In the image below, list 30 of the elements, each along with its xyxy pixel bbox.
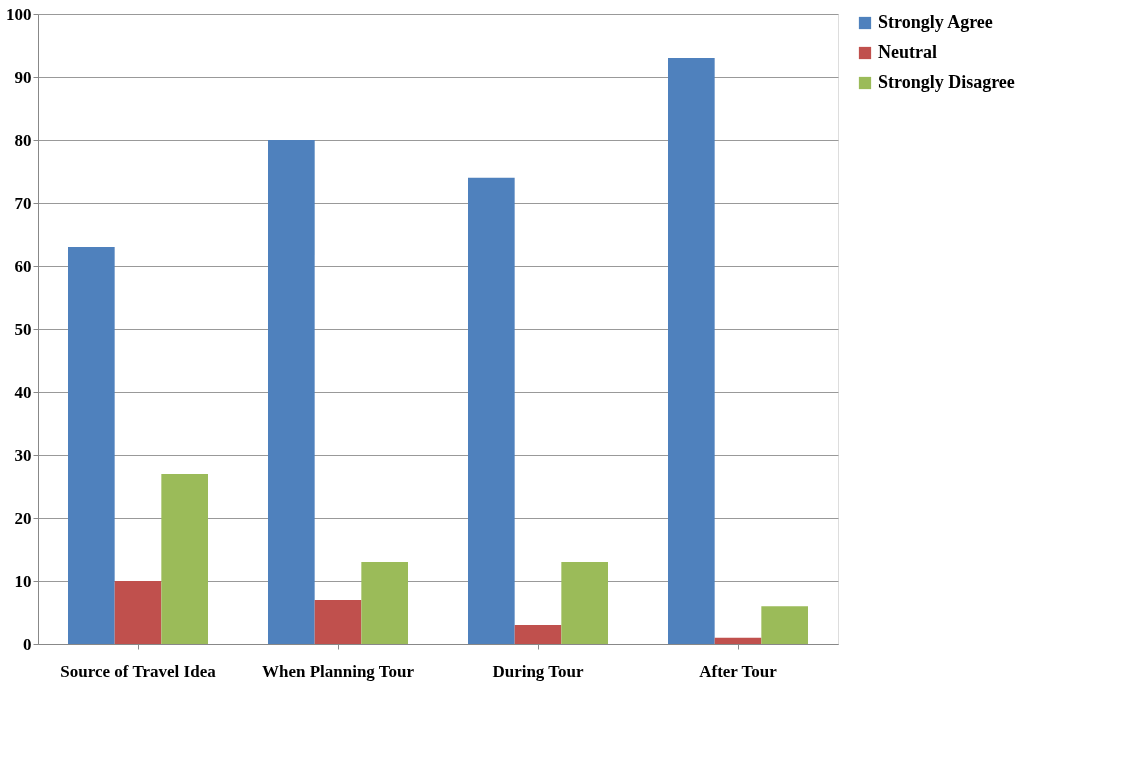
bar	[268, 140, 315, 644]
bar	[561, 562, 608, 644]
y-tick-label: 40	[14, 382, 32, 402]
bar	[361, 562, 408, 644]
bar	[161, 473, 208, 644]
legend-label: Neutral	[878, 42, 937, 62]
bar	[68, 247, 115, 644]
y-tick-label: 70	[14, 193, 32, 213]
legend-label: Strongly Agree	[878, 12, 993, 32]
y-tick-label: 90	[14, 67, 32, 87]
bar	[668, 58, 715, 644]
y-tick-label: 50	[14, 319, 32, 339]
x-tick-label: Source of Travel Idea	[60, 661, 217, 681]
y-tick-label: 100	[6, 4, 32, 24]
bar	[714, 637, 762, 644]
x-tick-label: During Tour	[492, 661, 585, 681]
y-tick-label: 30	[14, 445, 32, 465]
bar	[114, 581, 162, 644]
y-tick-label: 10	[14, 571, 32, 591]
legend-label: Strongly Disagree	[878, 72, 1015, 92]
x-tick-label: After Tour	[699, 661, 778, 681]
y-tick-label: 0	[23, 634, 32, 654]
y-tick-label: 60	[14, 256, 32, 276]
bar	[314, 599, 362, 644]
y-tick-label: 20	[14, 508, 32, 528]
bar	[761, 606, 808, 644]
x-tick-label: When Planning Tour	[261, 661, 415, 681]
bar	[514, 625, 562, 644]
bar	[468, 177, 515, 644]
y-tick-label: 80	[14, 130, 32, 150]
